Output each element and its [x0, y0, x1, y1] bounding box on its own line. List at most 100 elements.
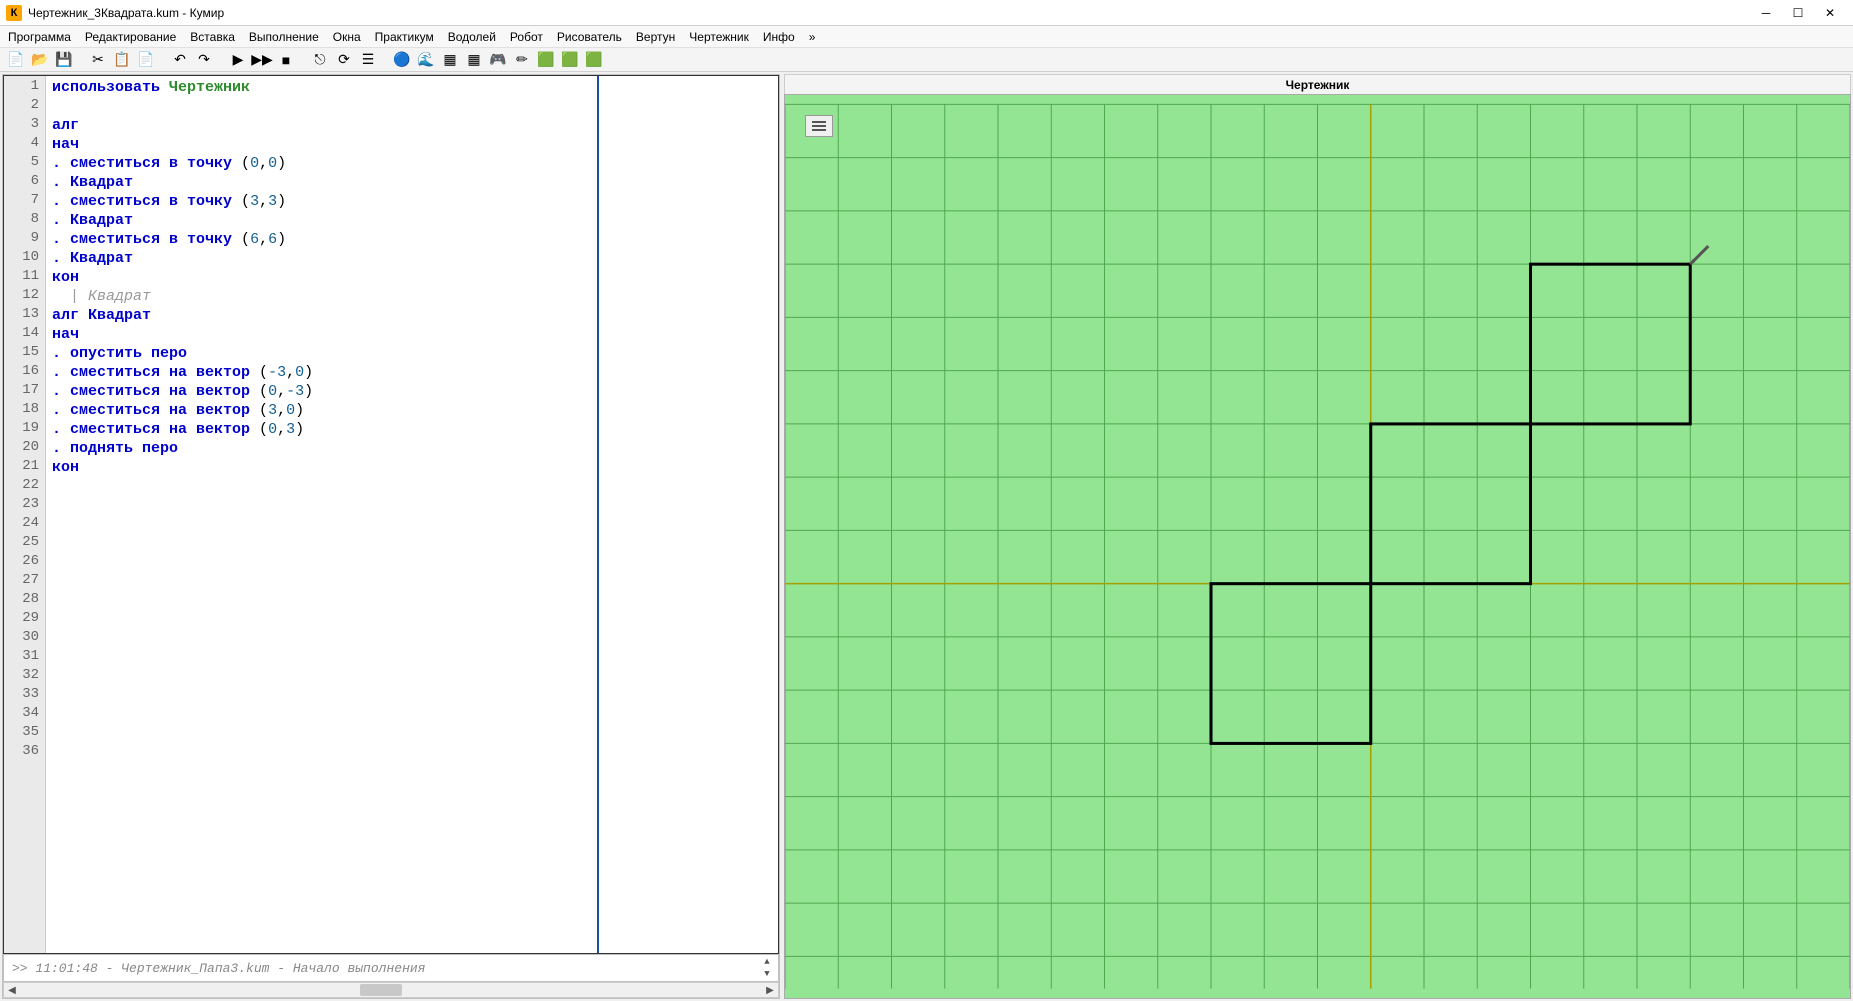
code-line[interactable] — [52, 686, 591, 705]
tool-a-icon[interactable]: ⎋ — [310, 50, 330, 70]
module-8-icon[interactable]: 🟩 — [560, 50, 580, 70]
save-file-icon[interactable]: 💾 — [54, 50, 74, 70]
gutter-line: 30 — [4, 629, 45, 648]
copy-icon[interactable]: 📋 — [112, 50, 132, 70]
code-line[interactable]: . Квадрат — [52, 173, 591, 192]
code-line[interactable]: . поднять перо — [52, 439, 591, 458]
gutter-line: 32 — [4, 667, 45, 686]
code-line[interactable]: алг Квадрат — [52, 306, 591, 325]
module-7-icon[interactable]: 🟩 — [536, 50, 556, 70]
gutter-line: 23 — [4, 496, 45, 515]
menu-чертежник[interactable]: Чертежник — [689, 30, 749, 44]
horizontal-scrollbar[interactable]: ◀ ▶ — [3, 982, 779, 998]
gutter-line: 21 — [4, 458, 45, 477]
code-line[interactable]: . Квадрат — [52, 249, 591, 268]
code-line[interactable] — [52, 629, 591, 648]
menu-редактирование[interactable]: Редактирование — [85, 30, 176, 44]
code-line[interactable]: нач — [52, 325, 591, 344]
module-2-icon[interactable]: 🌊 — [416, 50, 436, 70]
menu-рисователь[interactable]: Рисователь — [557, 30, 622, 44]
canvas-menu-button[interactable] — [805, 115, 833, 137]
gutter-line: 29 — [4, 610, 45, 629]
tool-c-icon[interactable]: ☰ — [358, 50, 378, 70]
code-line[interactable]: . сместиться в точку (6,6) — [52, 230, 591, 249]
code-line[interactable]: . Квадрат — [52, 211, 591, 230]
gutter-line: 24 — [4, 515, 45, 534]
minimize-button[interactable]: ─ — [1759, 6, 1773, 20]
menu-водолей[interactable]: Водолей — [448, 30, 496, 44]
module-6-icon[interactable]: ✏ — [512, 50, 532, 70]
code-line[interactable]: . сместиться в точку (0,0) — [52, 154, 591, 173]
scroll-right-button[interactable]: ▶ — [762, 983, 778, 997]
gutter-line: 8 — [4, 211, 45, 230]
code-line[interactable] — [52, 496, 591, 515]
code-line[interactable] — [52, 477, 591, 496]
canvas-title: Чертежник — [784, 74, 1851, 94]
module-4-icon[interactable]: ▦ — [464, 50, 484, 70]
main-area: 1234567891011121314151617181920212223242… — [0, 72, 1853, 1001]
code-line[interactable]: кон — [52, 458, 591, 477]
menu-выполнение[interactable]: Выполнение — [249, 30, 319, 44]
paste-icon[interactable]: 📄 — [136, 50, 156, 70]
code-line[interactable] — [52, 743, 591, 762]
new-file-icon[interactable]: 📄 — [6, 50, 26, 70]
code-line[interactable] — [52, 572, 591, 591]
menu-инфо[interactable]: Инфо — [763, 30, 795, 44]
gutter-line: 26 — [4, 553, 45, 572]
gutter-line: 1 — [4, 78, 45, 97]
tool-b-icon[interactable]: ⟳ — [334, 50, 354, 70]
code-line[interactable] — [52, 705, 591, 724]
code-line[interactable]: . сместиться на вектор (0,3) — [52, 420, 591, 439]
code-line[interactable] — [52, 667, 591, 686]
module-5-icon[interactable]: 🎮 — [488, 50, 508, 70]
code-line[interactable]: алг — [52, 116, 591, 135]
menu-окна[interactable]: Окна — [333, 30, 361, 44]
code-line[interactable] — [52, 724, 591, 743]
left-panel: 1234567891011121314151617181920212223242… — [2, 74, 780, 999]
stop-icon[interactable]: ■ — [276, 50, 296, 70]
code-line[interactable]: . сместиться на вектор (0,-3) — [52, 382, 591, 401]
scroll-thumb[interactable] — [360, 984, 402, 996]
code-line[interactable] — [52, 534, 591, 553]
code-line[interactable]: | Квадрат — [52, 287, 591, 306]
close-button[interactable]: ✕ — [1823, 6, 1837, 20]
code-line[interactable]: использовать Чертежник — [52, 78, 591, 97]
code-line[interactable] — [52, 610, 591, 629]
code-line[interactable]: нач — [52, 135, 591, 154]
maximize-button[interactable]: ☐ — [1791, 6, 1805, 20]
menu-практикум[interactable]: Практикум — [375, 30, 434, 44]
code-line[interactable] — [52, 97, 591, 116]
module-9-icon[interactable]: 🟩 — [584, 50, 604, 70]
code-line[interactable]: . опустить перо — [52, 344, 591, 363]
undo-icon[interactable]: ↶ — [170, 50, 190, 70]
gutter-line: 27 — [4, 572, 45, 591]
module-3-icon[interactable]: ▦ — [440, 50, 460, 70]
console-scroll[interactable]: ▲▼ — [758, 957, 776, 979]
gutter-line: 31 — [4, 648, 45, 667]
open-file-icon[interactable]: 📂 — [30, 50, 50, 70]
code-line[interactable] — [52, 515, 591, 534]
cut-icon[interactable]: ✂ — [88, 50, 108, 70]
run-icon[interactable]: ▶ — [228, 50, 248, 70]
code-line[interactable]: . сместиться на вектор (-3,0) — [52, 363, 591, 382]
code-line[interactable]: . сместиться в точку (3,3) — [52, 192, 591, 211]
code-editor[interactable]: использовать Чертежникалгнач. сместиться… — [46, 76, 597, 953]
step-icon[interactable]: ▶▶ — [252, 50, 272, 70]
code-line[interactable] — [52, 591, 591, 610]
right-panel: Чертежник — [784, 74, 1851, 999]
code-line[interactable] — [52, 553, 591, 572]
menu-вставка[interactable]: Вставка — [190, 30, 235, 44]
menu-программа[interactable]: Программа — [8, 30, 71, 44]
code-line[interactable] — [52, 648, 591, 667]
code-line[interactable]: кон — [52, 268, 591, 287]
module-1-icon[interactable]: 🔵 — [392, 50, 412, 70]
menu-робот[interactable]: Робот — [510, 30, 543, 44]
menu-»[interactable]: » — [809, 30, 816, 44]
drawing-canvas[interactable] — [785, 95, 1850, 998]
redo-icon[interactable]: ↷ — [194, 50, 214, 70]
gutter-line: 22 — [4, 477, 45, 496]
code-line[interactable]: . сместиться на вектор (3,0) — [52, 401, 591, 420]
scroll-left-button[interactable]: ◀ — [4, 983, 20, 997]
menu-вертун[interactable]: Вертун — [636, 30, 675, 44]
console[interactable]: >> 11:01:48 - Чертежник_Папа3.kum - Нача… — [3, 954, 779, 982]
